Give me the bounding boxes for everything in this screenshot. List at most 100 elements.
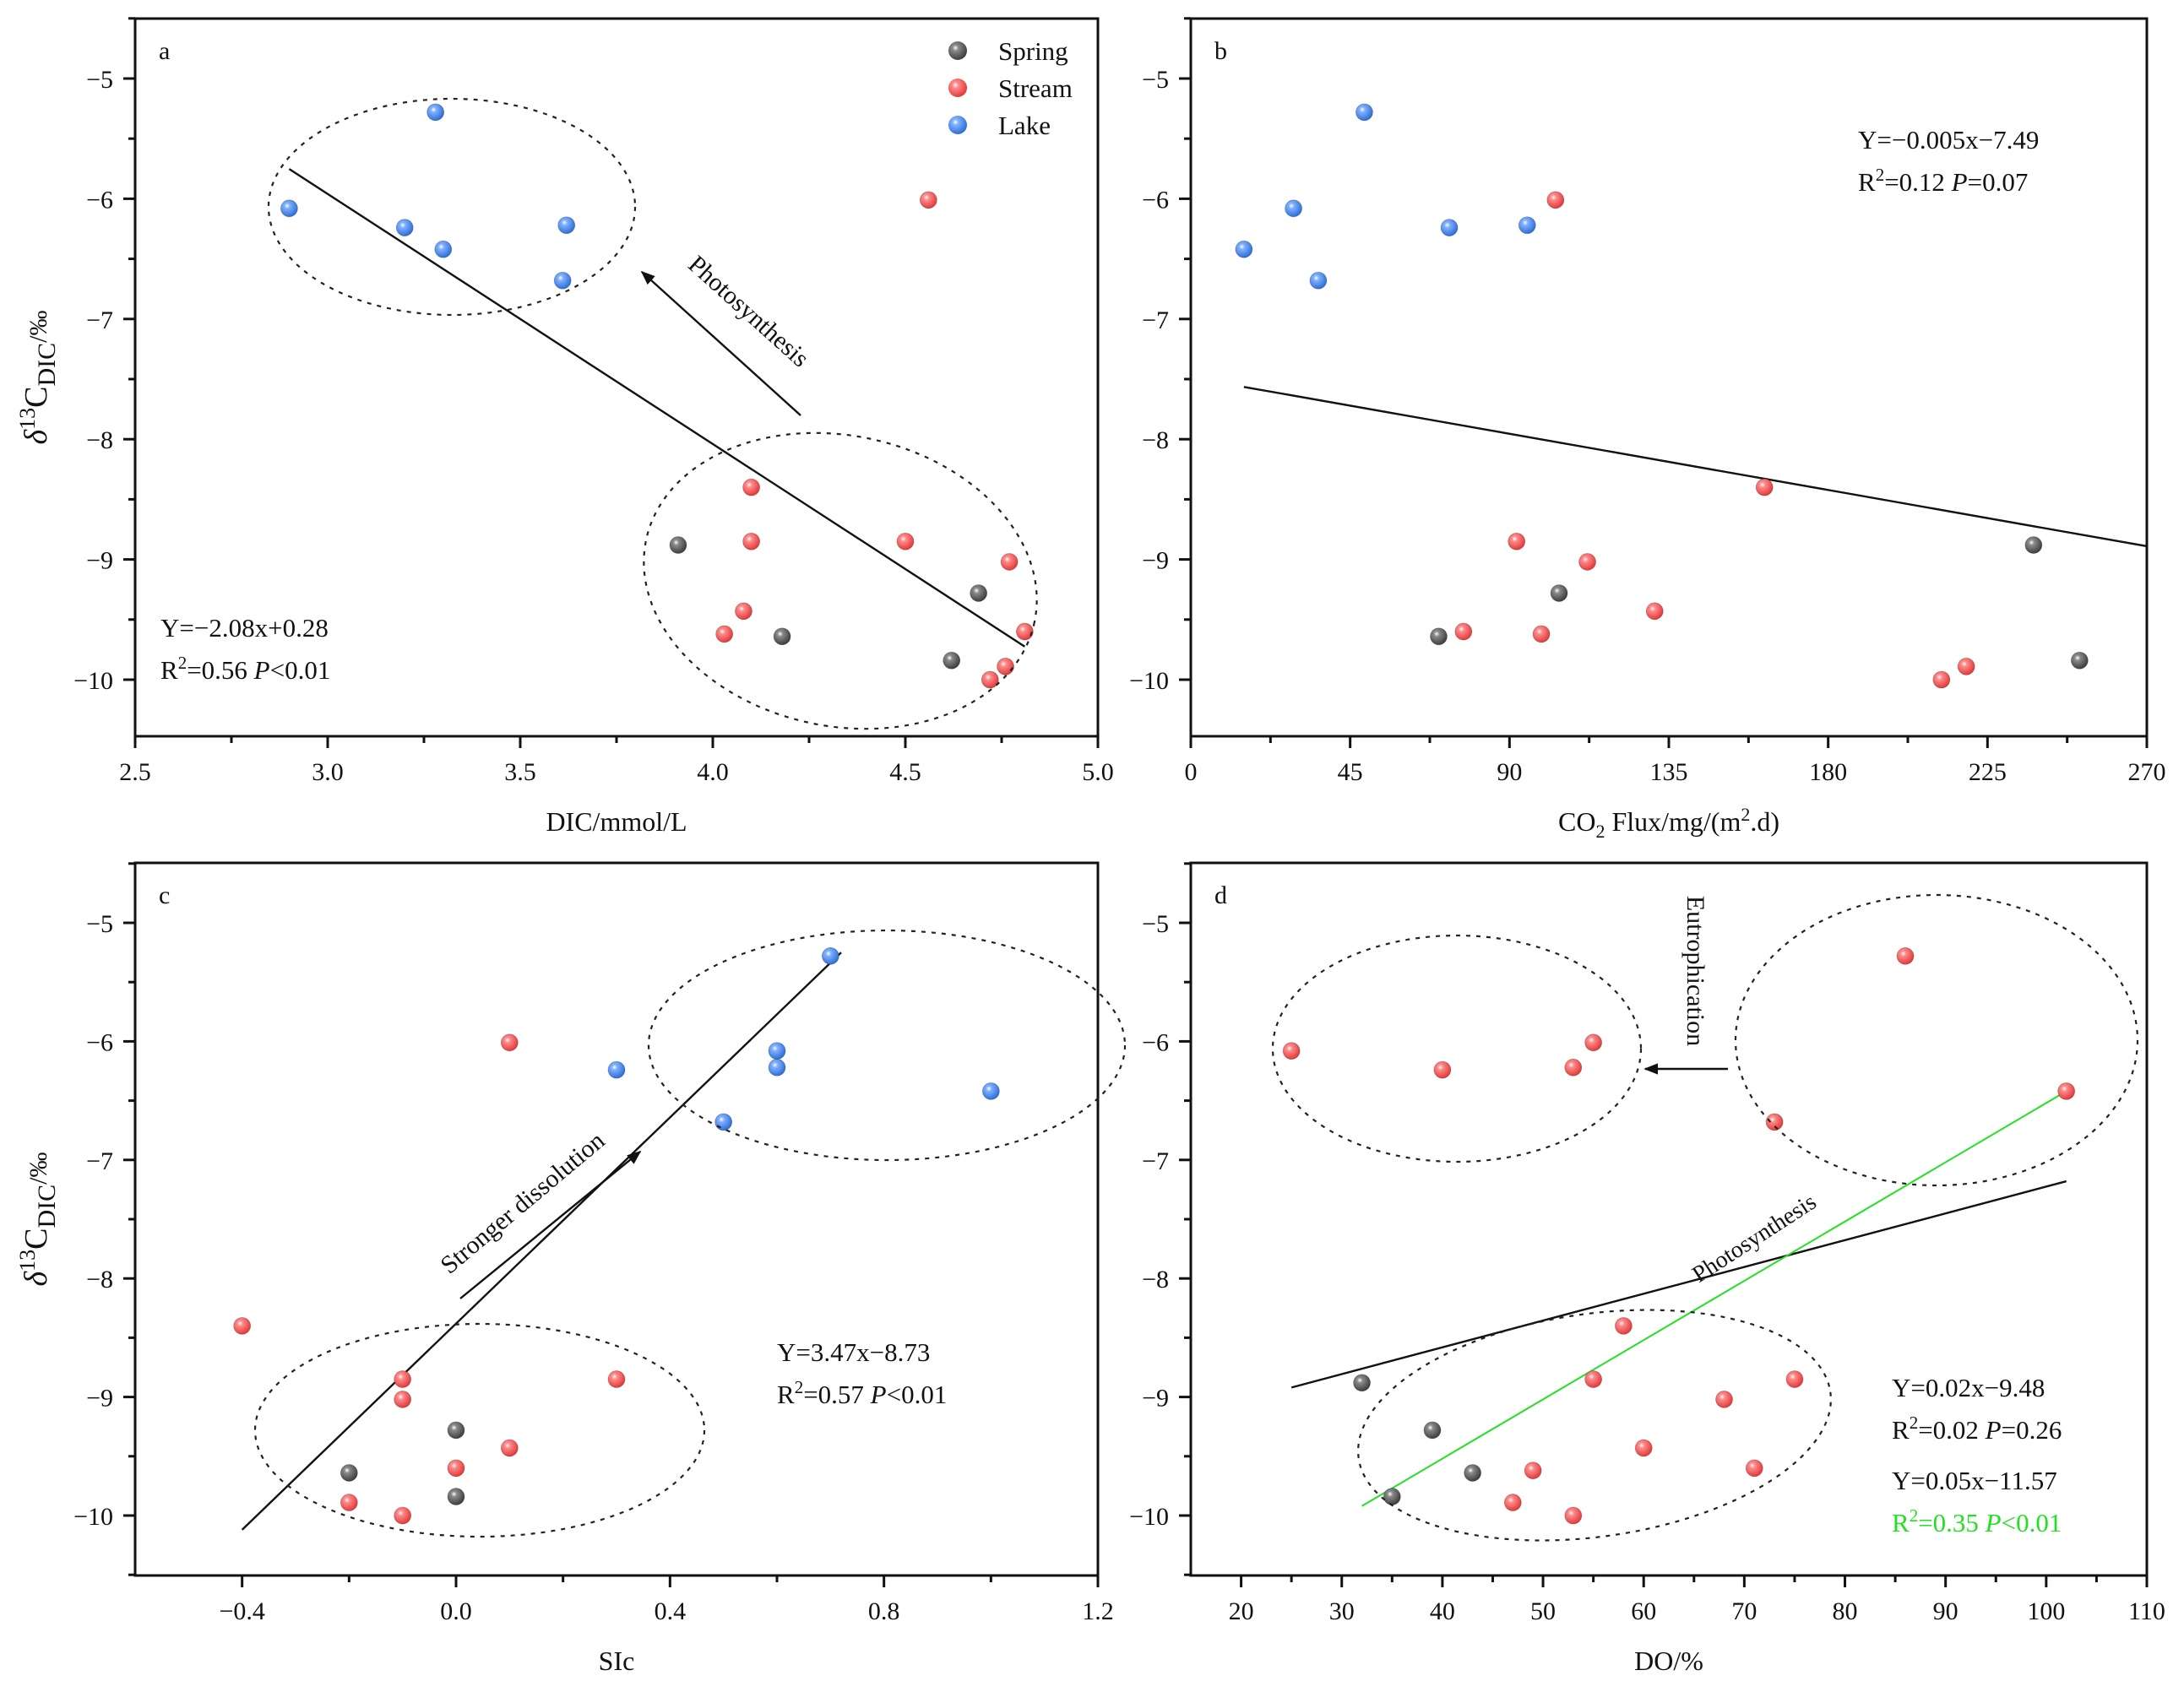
label-sub: DIC bbox=[33, 343, 61, 387]
x-tick-label: 180 bbox=[1809, 758, 1847, 786]
ellipse-bottom-d bbox=[1357, 1309, 1832, 1542]
point-spring bbox=[970, 584, 988, 602]
x-tick-label: 70 bbox=[1731, 1597, 1757, 1625]
label-part: C bbox=[19, 1228, 54, 1249]
point-stream bbox=[1614, 1316, 1633, 1335]
plot-frame bbox=[133, 861, 1100, 1577]
point-stream bbox=[1282, 1042, 1301, 1060]
r2-part: R bbox=[777, 1380, 795, 1409]
point-stream bbox=[500, 1439, 519, 1457]
y-tick-label: −8 bbox=[1142, 426, 1169, 454]
x-tick-label: 30 bbox=[1329, 1597, 1355, 1625]
r2-part: R bbox=[1892, 1415, 1910, 1445]
point-stream bbox=[1765, 1113, 1784, 1131]
point-spring bbox=[1383, 1488, 1401, 1505]
point-spring bbox=[1430, 627, 1448, 646]
x-tick-label: 0.4 bbox=[655, 1597, 687, 1625]
r2-part: R bbox=[160, 655, 178, 685]
regression-line bbox=[288, 168, 1026, 648]
r2-p: P bbox=[1951, 167, 1968, 197]
point-spring bbox=[943, 651, 961, 670]
r2-part: =0.07 bbox=[1968, 167, 2029, 197]
point-stream bbox=[1503, 1494, 1522, 1511]
x-tick-label: 80 bbox=[1833, 1597, 1858, 1625]
point-stream bbox=[1564, 1058, 1583, 1076]
x-tick-label: 50 bbox=[1530, 1597, 1556, 1625]
point-spring bbox=[340, 1464, 358, 1482]
point-lake bbox=[714, 1113, 733, 1131]
legend-label-stream: Stream bbox=[998, 73, 1073, 103]
point-stream bbox=[1433, 1060, 1452, 1079]
label-sup: 2 bbox=[1741, 804, 1750, 825]
point-stream bbox=[233, 1316, 252, 1335]
point-spring bbox=[669, 536, 687, 554]
point-stream bbox=[1584, 1370, 1603, 1388]
r2-sup: 2 bbox=[1910, 1413, 1919, 1433]
label-part: δ bbox=[19, 429, 54, 445]
point-stream bbox=[1957, 657, 1975, 675]
y-tick-label: −5 bbox=[86, 910, 113, 938]
ellipse-lake bbox=[267, 97, 637, 317]
r2-sup: 2 bbox=[1910, 1505, 1919, 1526]
r2-part: =0.57 bbox=[803, 1380, 870, 1409]
y-tick-label: −7 bbox=[1142, 306, 1169, 334]
point-stream bbox=[1524, 1462, 1542, 1480]
point-stream bbox=[1755, 478, 1774, 496]
point-lake bbox=[768, 1042, 786, 1060]
point-stream bbox=[1932, 670, 1951, 689]
x-tick-label: 2.5 bbox=[119, 758, 151, 786]
point-lake bbox=[426, 103, 445, 122]
point-stream bbox=[394, 1506, 412, 1525]
x-tick-label: 0 bbox=[1185, 758, 1198, 786]
regression-line-green bbox=[1361, 1090, 2067, 1507]
label-part: δ bbox=[19, 1271, 54, 1287]
r2-part: =0.02 bbox=[1918, 1415, 1985, 1445]
point-lake bbox=[1235, 240, 1253, 258]
r2-part: <0.01 bbox=[2002, 1508, 2062, 1537]
y-tick-label: −9 bbox=[1142, 1385, 1169, 1413]
panel-a: 2.5 3.0 3.5 4.0 4.5 5.0 −5 −6 −7 −8 −9 −10 a DIC/mmol… bbox=[15, 17, 1114, 837]
point-stream bbox=[1532, 625, 1551, 643]
legend-label-spring: Spring bbox=[998, 36, 1068, 66]
legend: Spring Stream Lake bbox=[948, 36, 1073, 140]
x-tick-label: 45 bbox=[1338, 758, 1363, 786]
y-tick-label: −6 bbox=[86, 186, 113, 214]
y-axis-label: δ13CDIC/‰ bbox=[15, 1152, 61, 1286]
point-lake bbox=[1309, 271, 1328, 290]
label-part: CO bbox=[1558, 806, 1595, 837]
fit-green-equation: Y=0.05x−11.57 bbox=[1892, 1466, 2057, 1495]
y-tick-label: −9 bbox=[86, 547, 113, 575]
y-tick-label: −10 bbox=[73, 1503, 113, 1531]
point-stream bbox=[1584, 1033, 1603, 1052]
r2-part: <0.01 bbox=[887, 1380, 948, 1409]
label-part: /‰ bbox=[24, 1152, 52, 1184]
x-axis-label: DIC/mmol/L bbox=[546, 806, 687, 837]
point-lake bbox=[553, 271, 572, 290]
y-tick-label: −5 bbox=[1142, 910, 1169, 938]
point-stream bbox=[340, 1494, 358, 1511]
point-stream bbox=[500, 1033, 519, 1052]
photosynthesis-label-green: Photosynthesis bbox=[1687, 1189, 1821, 1288]
point-stream bbox=[997, 657, 1014, 675]
y-tick-label: −10 bbox=[1129, 1503, 1169, 1531]
regression-line bbox=[1243, 386, 2148, 548]
point-lake bbox=[557, 216, 576, 235]
y-tick-label: −7 bbox=[86, 1147, 113, 1175]
point-stream bbox=[607, 1370, 626, 1388]
point-lake bbox=[1355, 103, 1373, 122]
r2-part: =0.56 bbox=[187, 655, 253, 685]
point-lake bbox=[1518, 216, 1536, 235]
x-tick-label: 0.8 bbox=[868, 1597, 900, 1625]
point-spring bbox=[447, 1421, 465, 1440]
point-stream bbox=[1645, 602, 1664, 621]
ellipse-left-d bbox=[1271, 934, 1643, 1163]
r2-part: R bbox=[1858, 167, 1876, 197]
ellipse-spring-c bbox=[253, 1322, 706, 1538]
label-part: /‰ bbox=[24, 310, 52, 342]
y-tick-label: −5 bbox=[1142, 66, 1169, 94]
y-tick-label: −9 bbox=[86, 1385, 113, 1413]
y-tick-label: −9 bbox=[1142, 547, 1169, 575]
r2-p: P bbox=[1985, 1415, 2002, 1445]
point-stream bbox=[2057, 1082, 2076, 1100]
